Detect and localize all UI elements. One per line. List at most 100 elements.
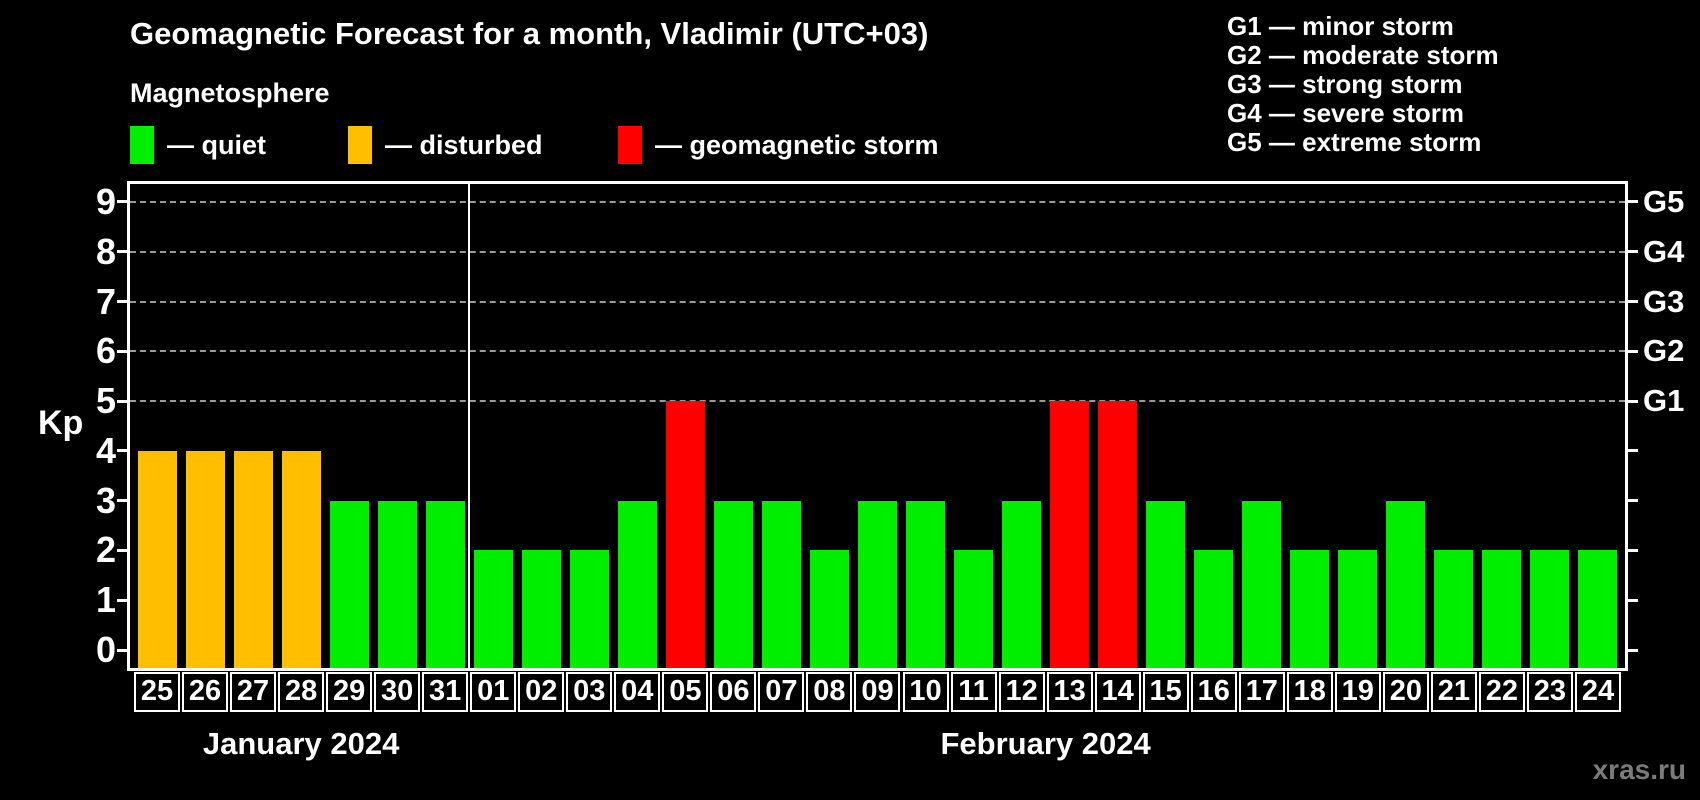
y-axis-tick-left-7	[117, 300, 130, 304]
date-cell-31: 31	[422, 672, 469, 712]
kp-bar-day-23	[1530, 550, 1570, 668]
storm-scale-g2: G2 — moderate storm	[1227, 40, 1499, 70]
y-axis-tick-left-2	[117, 548, 130, 552]
date-cell-22: 22	[1478, 672, 1525, 712]
legend-label-storm: — geomagnetic storm	[655, 129, 939, 160]
date-cell-28: 28	[278, 672, 325, 712]
kp-bar-day-11	[954, 550, 994, 668]
y-axis-tick-left-1	[117, 598, 130, 602]
date-cell-02: 02	[518, 672, 565, 712]
kp-bar-day-03	[569, 550, 609, 668]
y-axis-tick-left-9	[117, 200, 130, 204]
y-axis-label-5: 5	[95, 380, 116, 422]
y-axis-tick-left-5	[117, 399, 130, 403]
date-cell-20: 20	[1382, 672, 1429, 712]
kp-bar-day-02	[521, 550, 561, 668]
kp-bar-day-20	[1386, 500, 1426, 668]
kp-bar-day-08	[809, 550, 849, 668]
quiet-color-swatch	[130, 126, 154, 164]
g-scale-label-g1: G1	[1643, 383, 1685, 419]
legend-label-quiet: — quiet	[167, 129, 266, 160]
kp-bar-day-29	[329, 500, 369, 668]
g-scale-label-g5: G5	[1643, 183, 1685, 219]
date-cell-29: 29	[326, 672, 373, 712]
date-cell-17: 17	[1238, 672, 1285, 712]
date-cell-27: 27	[230, 672, 277, 712]
date-cell-18: 18	[1286, 672, 1333, 712]
date-cell-21: 21	[1430, 672, 1477, 712]
y-axis-tick-right-2	[1625, 548, 1638, 552]
chart-title: Geomagnetic Forecast for a month, Vladim…	[130, 16, 929, 51]
y-axis-label-1: 1	[95, 579, 116, 621]
y-axis-tick-right-3	[1625, 499, 1638, 503]
date-cell-09: 09	[854, 672, 901, 712]
storm-scale-g1: G1 — minor storm	[1227, 11, 1454, 41]
legend-item-disturbed: — disturbed	[348, 126, 543, 164]
y-axis-label-6: 6	[95, 330, 116, 372]
kp-bar-day-10	[906, 500, 946, 668]
date-cell-15: 15	[1142, 672, 1189, 712]
date-cell-10: 10	[902, 672, 949, 712]
y-axis-tick-right-6	[1625, 349, 1638, 353]
date-cell-30: 30	[374, 672, 421, 712]
y-axis-title-kp: Kp	[38, 404, 84, 442]
kp-bar-day-06	[713, 500, 753, 668]
chart-subtitle: Magnetosphere	[130, 78, 330, 108]
kp-bar-day-15	[1146, 500, 1186, 668]
date-cell-06: 06	[710, 672, 757, 712]
kp-bar-day-04	[617, 500, 657, 668]
kp-bar-day-18	[1290, 550, 1330, 668]
date-cell-16: 16	[1190, 672, 1237, 712]
y-axis-tick-left-4	[117, 449, 130, 453]
gridline-kp-5	[130, 400, 1625, 403]
y-axis-tick-right-8	[1625, 250, 1638, 254]
date-cell-04: 04	[614, 672, 661, 712]
legend-item-storm: — geomagnetic storm	[618, 126, 939, 164]
kp-bar-day-21	[1434, 550, 1474, 668]
y-axis-label-2: 2	[95, 529, 116, 571]
kp-bar-day-19	[1338, 550, 1378, 668]
kp-bar-day-07	[761, 500, 801, 668]
date-cell-24: 24	[1574, 672, 1621, 712]
month-label-1: February 2024	[940, 726, 1151, 761]
y-axis-tick-left-6	[117, 349, 130, 353]
date-cell-23: 23	[1526, 672, 1573, 712]
kp-bar-day-09	[858, 500, 897, 668]
kp-bar-day-24	[1578, 550, 1618, 668]
kp-bar-day-25	[137, 450, 177, 668]
y-axis-tick-right-7	[1625, 300, 1638, 304]
y-axis-tick-right-9	[1625, 200, 1638, 204]
kp-bar-day-17	[1242, 500, 1282, 668]
date-cell-19: 19	[1334, 672, 1381, 712]
y-axis-label-7: 7	[95, 280, 116, 322]
date-cell-14: 14	[1094, 672, 1141, 712]
kp-bar-day-28	[281, 450, 321, 668]
kp-bar-day-30	[377, 500, 417, 668]
g-scale-label-g3: G3	[1643, 283, 1685, 319]
g-scale-label-g4: G4	[1643, 233, 1685, 269]
storm-scale-legend: G1 — minor storm G2 — moderate storm G3 …	[1227, 12, 1499, 157]
y-axis-label-8: 8	[95, 230, 116, 272]
plot-area	[127, 181, 1628, 671]
gridline-kp-7	[130, 300, 1625, 303]
date-cell-03: 03	[566, 672, 613, 712]
legend-label-disturbed: — disturbed	[385, 129, 543, 160]
kp-bar-day-05	[665, 401, 705, 668]
watermark-xras: xras.ru	[1592, 754, 1686, 785]
date-cell-08: 08	[806, 672, 853, 712]
kp-bar-day-14	[1098, 401, 1138, 668]
date-cell-05: 05	[662, 672, 709, 712]
month-separator-line	[468, 184, 471, 668]
g-scale-label-g2: G2	[1643, 333, 1685, 369]
kp-bar-day-13	[1050, 401, 1090, 668]
y-axis-label-3: 3	[95, 479, 116, 521]
gridline-kp-9	[130, 200, 1625, 203]
y-axis-label-4: 4	[95, 429, 116, 471]
kp-bar-day-27	[233, 450, 273, 668]
storm-scale-g3: G3 — strong storm	[1227, 69, 1463, 99]
y-axis-tick-right-0	[1625, 648, 1638, 652]
y-axis-tick-left-8	[117, 250, 130, 254]
date-cell-12: 12	[998, 672, 1045, 712]
date-cell-25: 25	[134, 672, 180, 712]
